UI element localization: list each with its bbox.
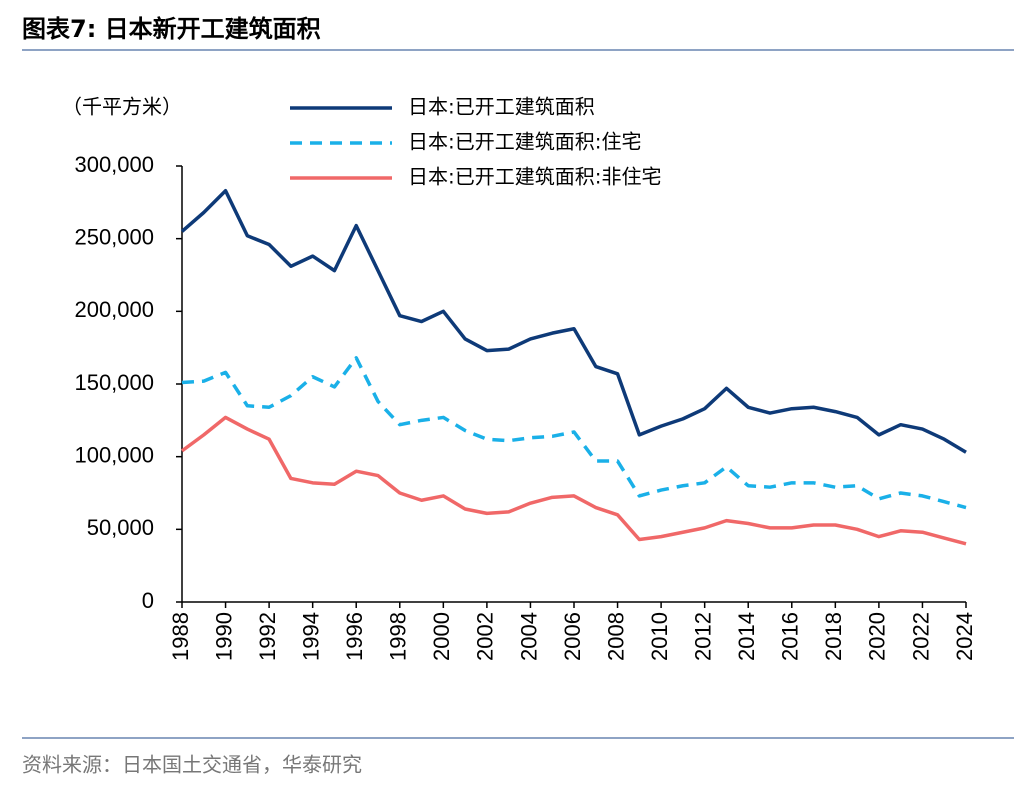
y-tick-label: 250,000 [74, 224, 154, 249]
x-tick-label: 2004 [516, 612, 541, 661]
x-tick-label: 2024 [952, 612, 977, 661]
x-tick-label: 1994 [298, 612, 323, 661]
y-tick-label: 50,000 [87, 515, 154, 540]
x-tick-label: 1996 [342, 612, 367, 661]
x-tick-label: 2012 [690, 612, 715, 661]
x-tick-label: 1988 [168, 612, 193, 661]
x-tick-label: 1998 [386, 612, 411, 661]
x-tick-label: 1990 [211, 612, 236, 661]
x-tick-label: 2000 [429, 612, 454, 661]
x-tick-label: 2022 [908, 612, 933, 661]
x-tick-label: 2016 [778, 612, 803, 661]
x-tick-label: 2014 [734, 612, 759, 661]
unit-label: （千平方米） [62, 95, 182, 119]
x-tick-label: 2002 [473, 612, 498, 661]
x-tick-label: 2010 [647, 612, 672, 661]
y-tick-label: 100,000 [74, 442, 154, 467]
chart-title: 图表7: 日本新开工建筑面积 [22, 15, 321, 43]
y-tick-label: 200,000 [74, 297, 154, 322]
series-line [180, 188, 967, 454]
y-tick-label: 300,000 [74, 152, 154, 177]
series-line [180, 415, 967, 546]
source: 资料来源：日本国土交通省，华泰研究 [22, 753, 362, 777]
x-tick-label: 2006 [560, 612, 585, 661]
legend-label: 日本:已开工建筑面积 [408, 95, 595, 119]
x-tick-label: 2008 [603, 612, 628, 661]
legend-label: 日本:已开工建筑面积:住宅 [408, 130, 641, 154]
y-tick-label: 0 [142, 588, 154, 613]
x-tick-label: 1992 [255, 612, 280, 661]
x-tick-label: 2020 [865, 612, 890, 661]
series-line [181, 356, 967, 510]
legend-label: 日本:已开工建筑面积:非住宅 [408, 165, 661, 189]
y-tick-label: 150,000 [74, 370, 154, 395]
x-tick-label: 2018 [821, 612, 846, 661]
